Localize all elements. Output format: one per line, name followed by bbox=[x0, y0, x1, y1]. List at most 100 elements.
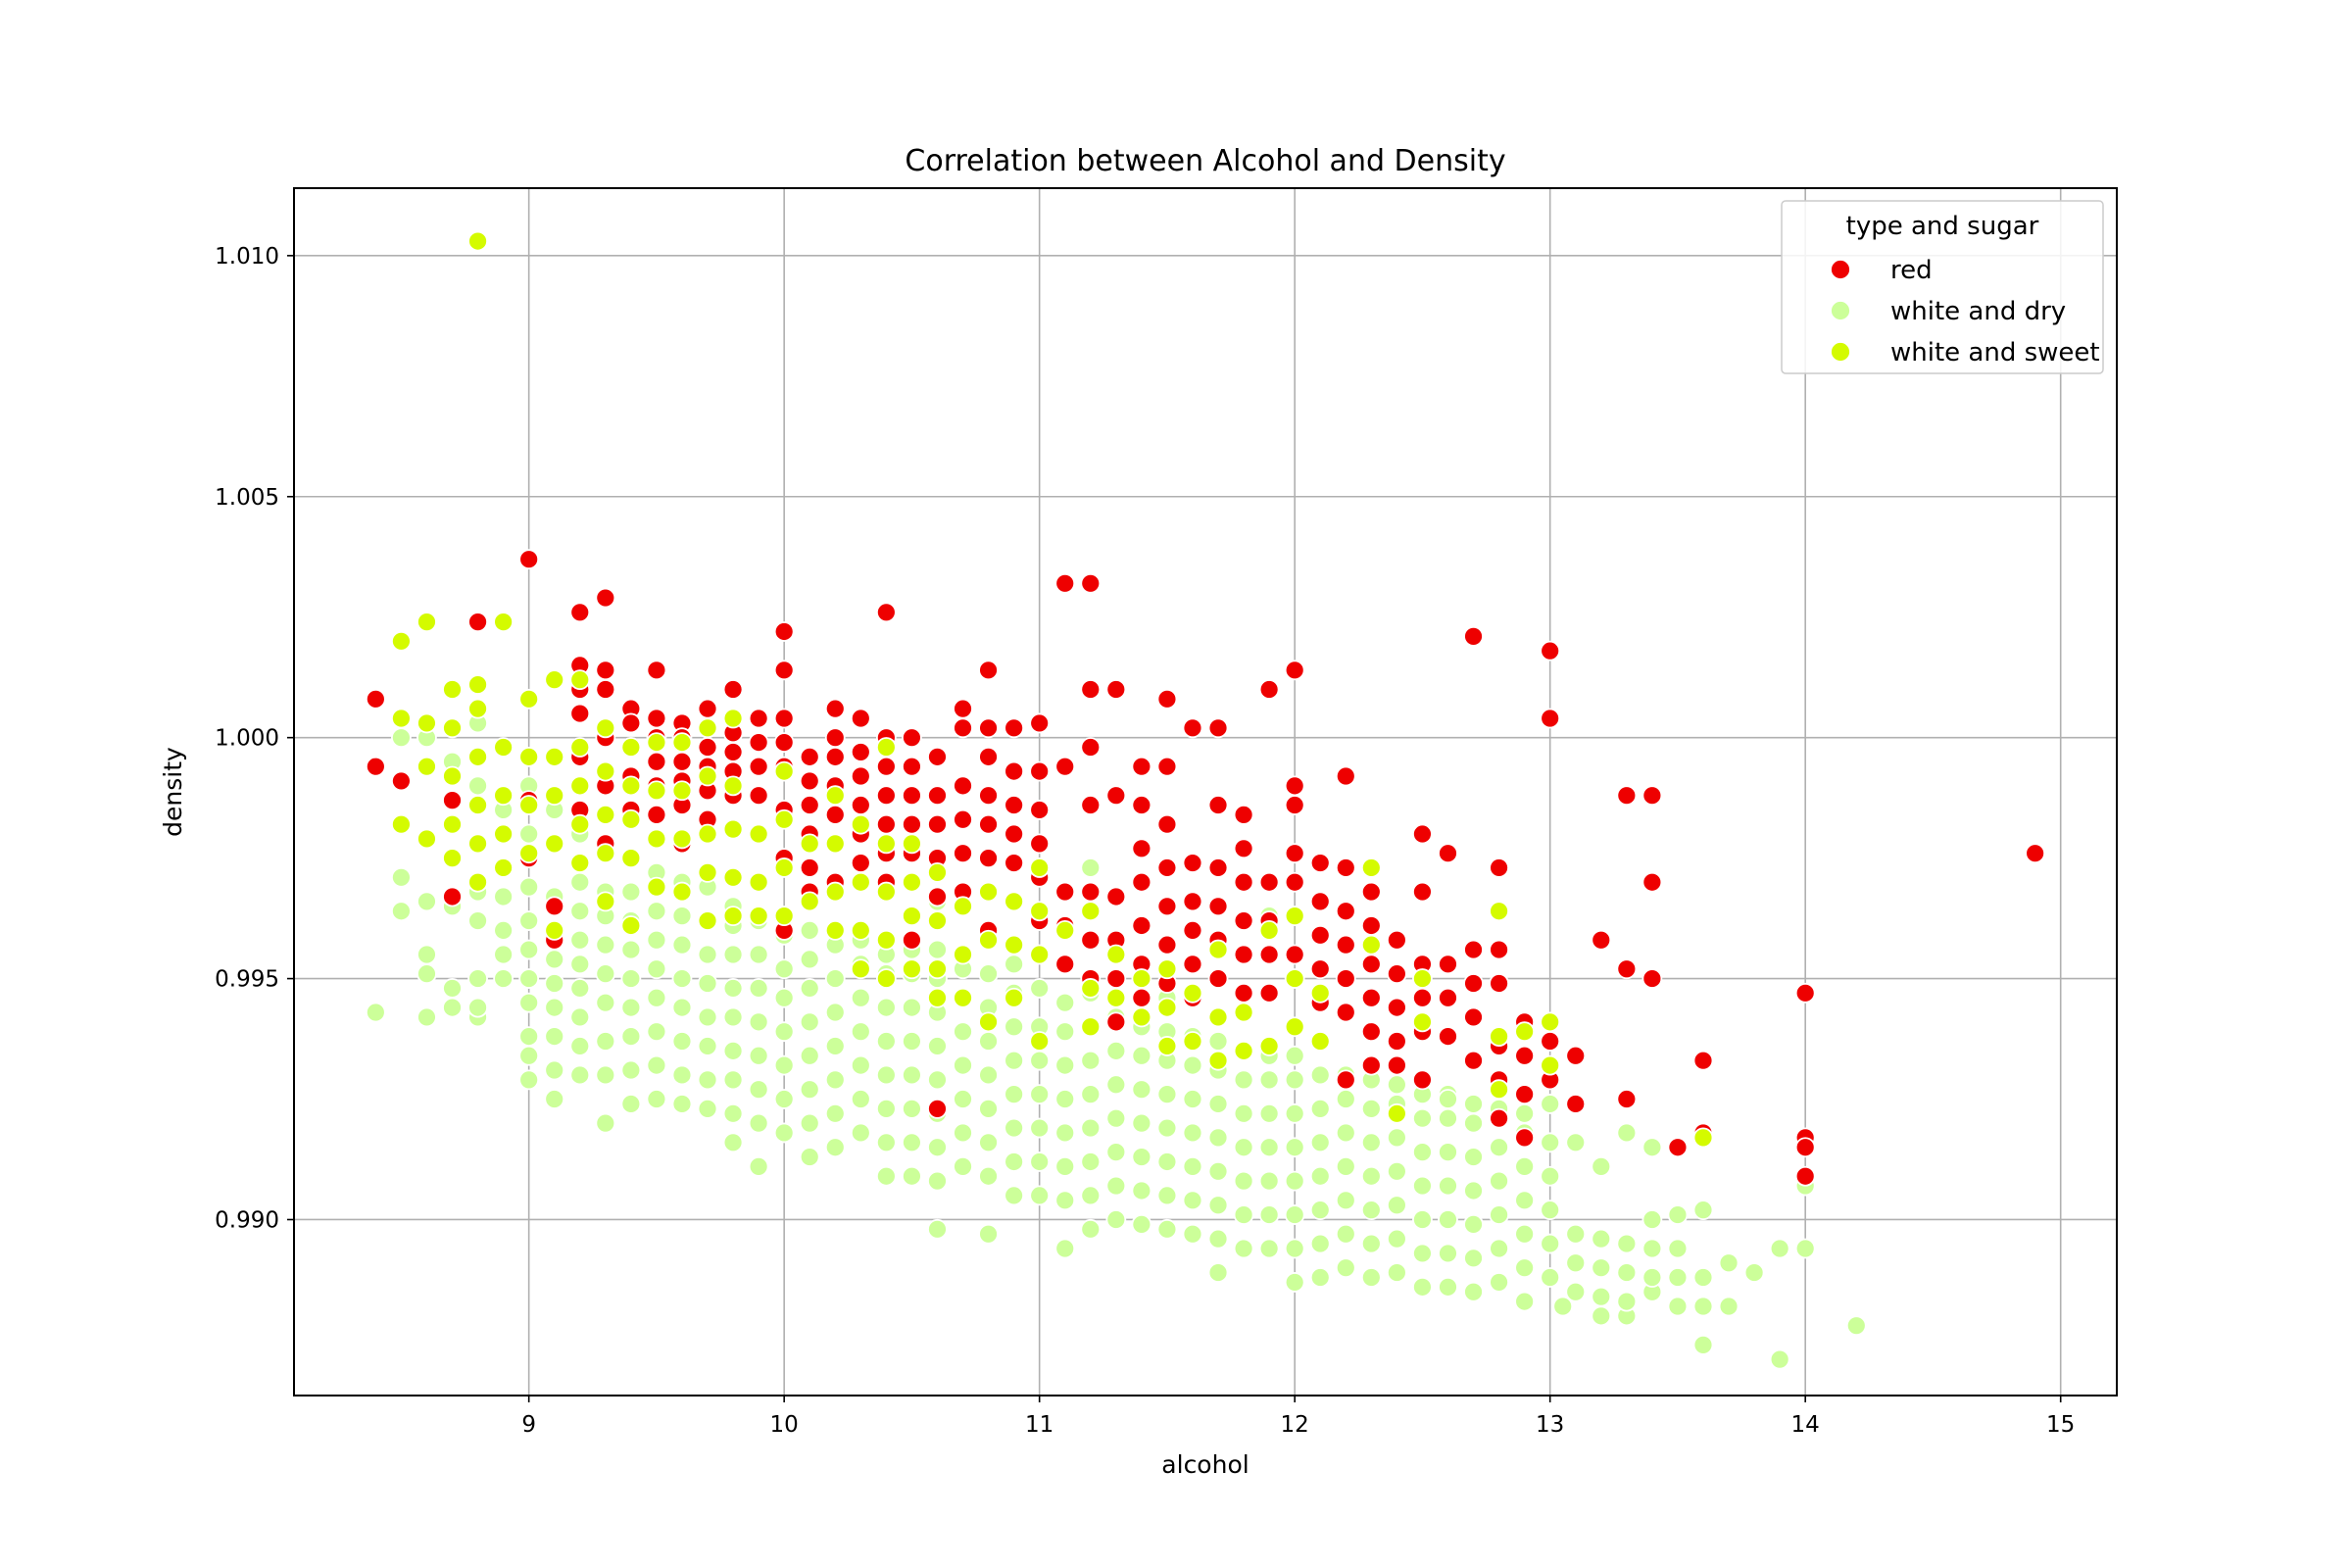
data-point bbox=[1412, 1276, 1433, 1298]
data-point bbox=[1080, 1152, 1102, 1172]
data-point bbox=[1156, 688, 1178, 710]
data-point bbox=[773, 987, 795, 1008]
data-point bbox=[978, 929, 999, 951]
data-point bbox=[544, 896, 565, 917]
data-point bbox=[1182, 1122, 1203, 1144]
data-point bbox=[1004, 1152, 1025, 1172]
data-point bbox=[1309, 958, 1331, 980]
data-point bbox=[595, 717, 616, 739]
data-point bbox=[1616, 1262, 1638, 1283]
data-point bbox=[1054, 881, 1076, 903]
data-point bbox=[1182, 982, 1203, 1004]
data-point bbox=[1131, 968, 1152, 989]
data-point bbox=[416, 1006, 437, 1028]
data-point bbox=[595, 992, 616, 1013]
data-point bbox=[748, 1045, 769, 1066]
data-point bbox=[902, 1064, 922, 1086]
data-point bbox=[875, 785, 897, 807]
data-point bbox=[953, 775, 973, 797]
data-point bbox=[1004, 934, 1025, 956]
data-point bbox=[875, 833, 897, 855]
data-point bbox=[773, 708, 795, 729]
data-point bbox=[1182, 1190, 1203, 1211]
data-point bbox=[544, 973, 565, 994]
data-point bbox=[518, 1045, 540, 1066]
data-point bbox=[1004, 1016, 1025, 1038]
data-point bbox=[1054, 1155, 1076, 1177]
data-point bbox=[595, 804, 616, 825]
data-point bbox=[1284, 944, 1305, 965]
data-point bbox=[1386, 963, 1407, 985]
data-point bbox=[1309, 891, 1331, 912]
data-point bbox=[1156, 1117, 1178, 1139]
data-point bbox=[1233, 910, 1254, 931]
data-point bbox=[442, 848, 463, 869]
data-point bbox=[1667, 1267, 1689, 1288]
data-point bbox=[824, 804, 846, 825]
data-point bbox=[2025, 843, 2046, 864]
data-point bbox=[1794, 982, 1816, 1004]
data-point bbox=[1207, 1195, 1229, 1216]
data-point bbox=[1335, 1257, 1356, 1279]
data-point bbox=[1156, 1084, 1178, 1105]
data-point bbox=[1207, 1228, 1229, 1250]
data-point bbox=[467, 833, 488, 855]
legend-label: white and dry bbox=[1890, 297, 2066, 326]
data-point bbox=[1105, 886, 1127, 907]
data-point bbox=[697, 910, 718, 931]
data-point bbox=[1080, 795, 1102, 815]
data-point bbox=[671, 968, 693, 989]
data-point bbox=[1309, 982, 1331, 1004]
data-point bbox=[1105, 785, 1127, 807]
data-point bbox=[518, 1026, 540, 1047]
data-point bbox=[1156, 756, 1178, 777]
data-point bbox=[1591, 929, 1612, 951]
data-point bbox=[1207, 717, 1229, 739]
data-point bbox=[953, 843, 973, 864]
data-point bbox=[697, 765, 718, 787]
data-point bbox=[671, 997, 693, 1018]
data-point bbox=[1054, 1238, 1076, 1259]
data-point bbox=[365, 756, 386, 777]
data-point bbox=[442, 813, 463, 835]
data-point bbox=[748, 823, 769, 845]
data-point bbox=[1642, 1209, 1663, 1230]
data-point bbox=[1284, 1170, 1305, 1192]
data-point bbox=[850, 708, 871, 729]
data-point bbox=[1489, 901, 1509, 922]
data-point bbox=[1412, 1107, 1433, 1129]
data-point bbox=[1309, 853, 1331, 873]
data-point bbox=[722, 818, 744, 840]
data-point bbox=[518, 1069, 540, 1091]
data-point bbox=[1489, 1079, 1509, 1101]
data-point bbox=[1004, 954, 1025, 975]
data-point bbox=[1335, 858, 1356, 878]
data-point bbox=[442, 886, 463, 907]
data-point bbox=[1080, 572, 1102, 594]
data-point bbox=[1514, 1084, 1536, 1105]
data-point bbox=[416, 756, 437, 777]
data-point bbox=[1309, 924, 1331, 946]
data-point bbox=[1642, 968, 1663, 989]
data-point bbox=[1182, 891, 1203, 912]
data-point bbox=[1463, 1214, 1484, 1235]
data-point bbox=[1004, 1050, 1025, 1071]
data-point bbox=[902, 813, 922, 835]
data-point bbox=[902, 756, 922, 777]
data-point bbox=[1004, 1185, 1025, 1206]
data-point bbox=[1309, 1098, 1331, 1119]
data-point bbox=[1080, 978, 1102, 999]
data-point bbox=[1438, 1243, 1458, 1264]
data-point bbox=[1029, 1084, 1051, 1105]
data-point bbox=[1054, 954, 1076, 975]
data-point bbox=[1284, 1045, 1305, 1066]
data-point bbox=[1642, 1238, 1663, 1259]
data-point bbox=[978, 717, 999, 739]
data-point bbox=[518, 992, 540, 1013]
data-point bbox=[1309, 1064, 1331, 1086]
data-point bbox=[1131, 1045, 1152, 1066]
data-point bbox=[1156, 1036, 1178, 1056]
data-point bbox=[978, 1098, 999, 1119]
data-point bbox=[902, 785, 922, 807]
